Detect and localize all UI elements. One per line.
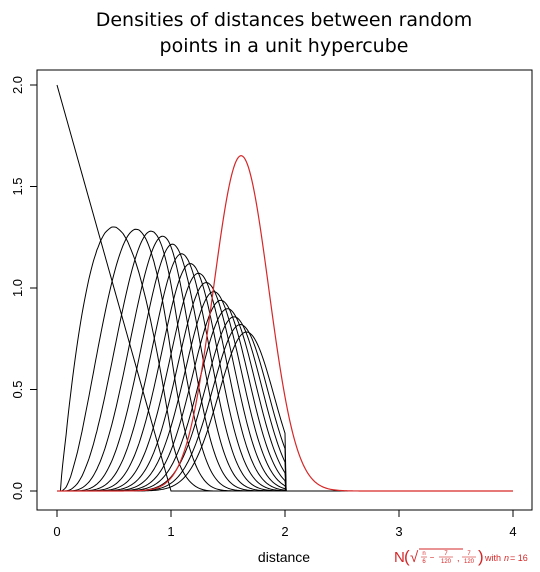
annotation-frac2-den: 120 — [441, 559, 452, 565]
chart-title-line-2: points in a unit hypercube — [160, 35, 409, 57]
annotation-rparen: ) — [478, 547, 484, 566]
annotation-sqrt: √ — [410, 549, 419, 566]
density-curve-n15 — [57, 324, 513, 492]
annotation-comma: , — [457, 553, 460, 563]
annotation-frac3-den: 120 — [464, 559, 475, 565]
annotation-with: with — [484, 553, 501, 563]
x-tick-label: 4 — [509, 524, 516, 539]
y-tick-label: 2.0 — [10, 76, 25, 94]
y-tick-label: 0.5 — [10, 380, 25, 398]
chart-title-line-1: Densities of distances between random — [96, 9, 473, 31]
density-curves — [56, 84, 513, 492]
annotation-frac1-den: 6 — [422, 559, 426, 565]
x-tick-label: 2 — [281, 524, 288, 539]
x-axis-label: distance — [258, 549, 310, 565]
normal-overlay-curve — [57, 155, 513, 492]
x-tick-label: 0 — [53, 524, 60, 539]
density-curve-n1 — [56, 84, 513, 492]
annotation-equals: = 16 — [510, 553, 528, 563]
x-tick-label: 1 — [167, 524, 174, 539]
annotation-minus: − — [430, 553, 435, 562]
y-tick-label: 1.5 — [10, 177, 25, 195]
annotation-frac3-num: 7 — [467, 551, 471, 557]
annotation-frac2-num: 7 — [444, 551, 448, 557]
annotation-frac1-num: n — [422, 551, 425, 557]
y-tick-label: 1.0 — [10, 279, 25, 297]
normal-approximation-annotation: N ( √ n 6 − 7 120 , 7 120 ) with n = 16 — [394, 547, 528, 566]
plot-frame — [36, 69, 533, 511]
normal-approximation-curve — [57, 155, 513, 492]
annotation-lparen: ( — [404, 547, 410, 566]
y-tick-label: 0.0 — [10, 482, 25, 500]
annotation-N: N — [394, 549, 405, 566]
x-axis: 0 1 2 3 4 — [53, 509, 517, 539]
annotation-n-var: n — [504, 553, 509, 563]
x-tick-label: 3 — [395, 524, 402, 539]
y-axis: 0.0 0.5 1.0 1.5 2.0 — [10, 76, 38, 500]
